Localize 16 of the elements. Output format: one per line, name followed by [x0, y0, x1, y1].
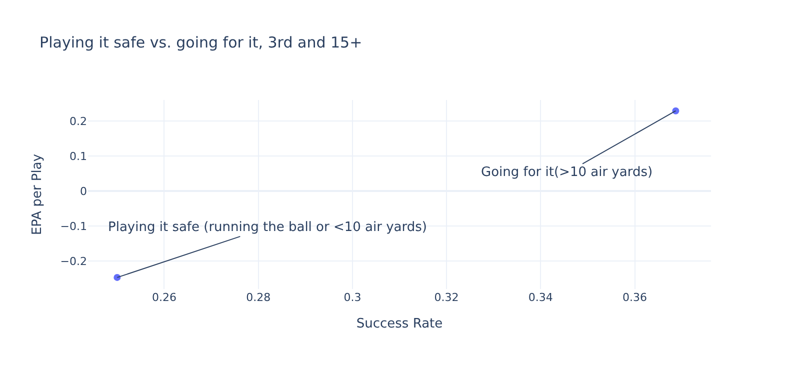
y-axis-title: EPA per Play [30, 154, 46, 236]
x-tick-label: 0.32 [434, 291, 459, 304]
annotation: Playing it safe (running the ball or <10 air yards) [108, 220, 427, 235]
y-tick-label: −0.1 [60, 220, 87, 233]
y-tick-label: 0.1 [70, 150, 87, 163]
y-tick-label: 0.2 [70, 114, 87, 128]
x-axis-title: Success Rate [356, 316, 443, 332]
x-tick-label: 0.28 [246, 291, 271, 304]
x-tick-label: 0.26 [152, 291, 176, 304]
y-tick-label: 0 [80, 184, 87, 198]
x-tick-label: 0.34 [528, 291, 553, 304]
y-tick-label: −0.2 [60, 254, 87, 268]
x-tick-label: 0.36 [622, 291, 648, 304]
chart-title: Playing it safe vs. going for it, 3rd and 15+ [40, 33, 362, 52]
x-tick-label: 0.3 [344, 291, 362, 304]
annotation: Going for it(>10 air yards) [481, 165, 653, 180]
